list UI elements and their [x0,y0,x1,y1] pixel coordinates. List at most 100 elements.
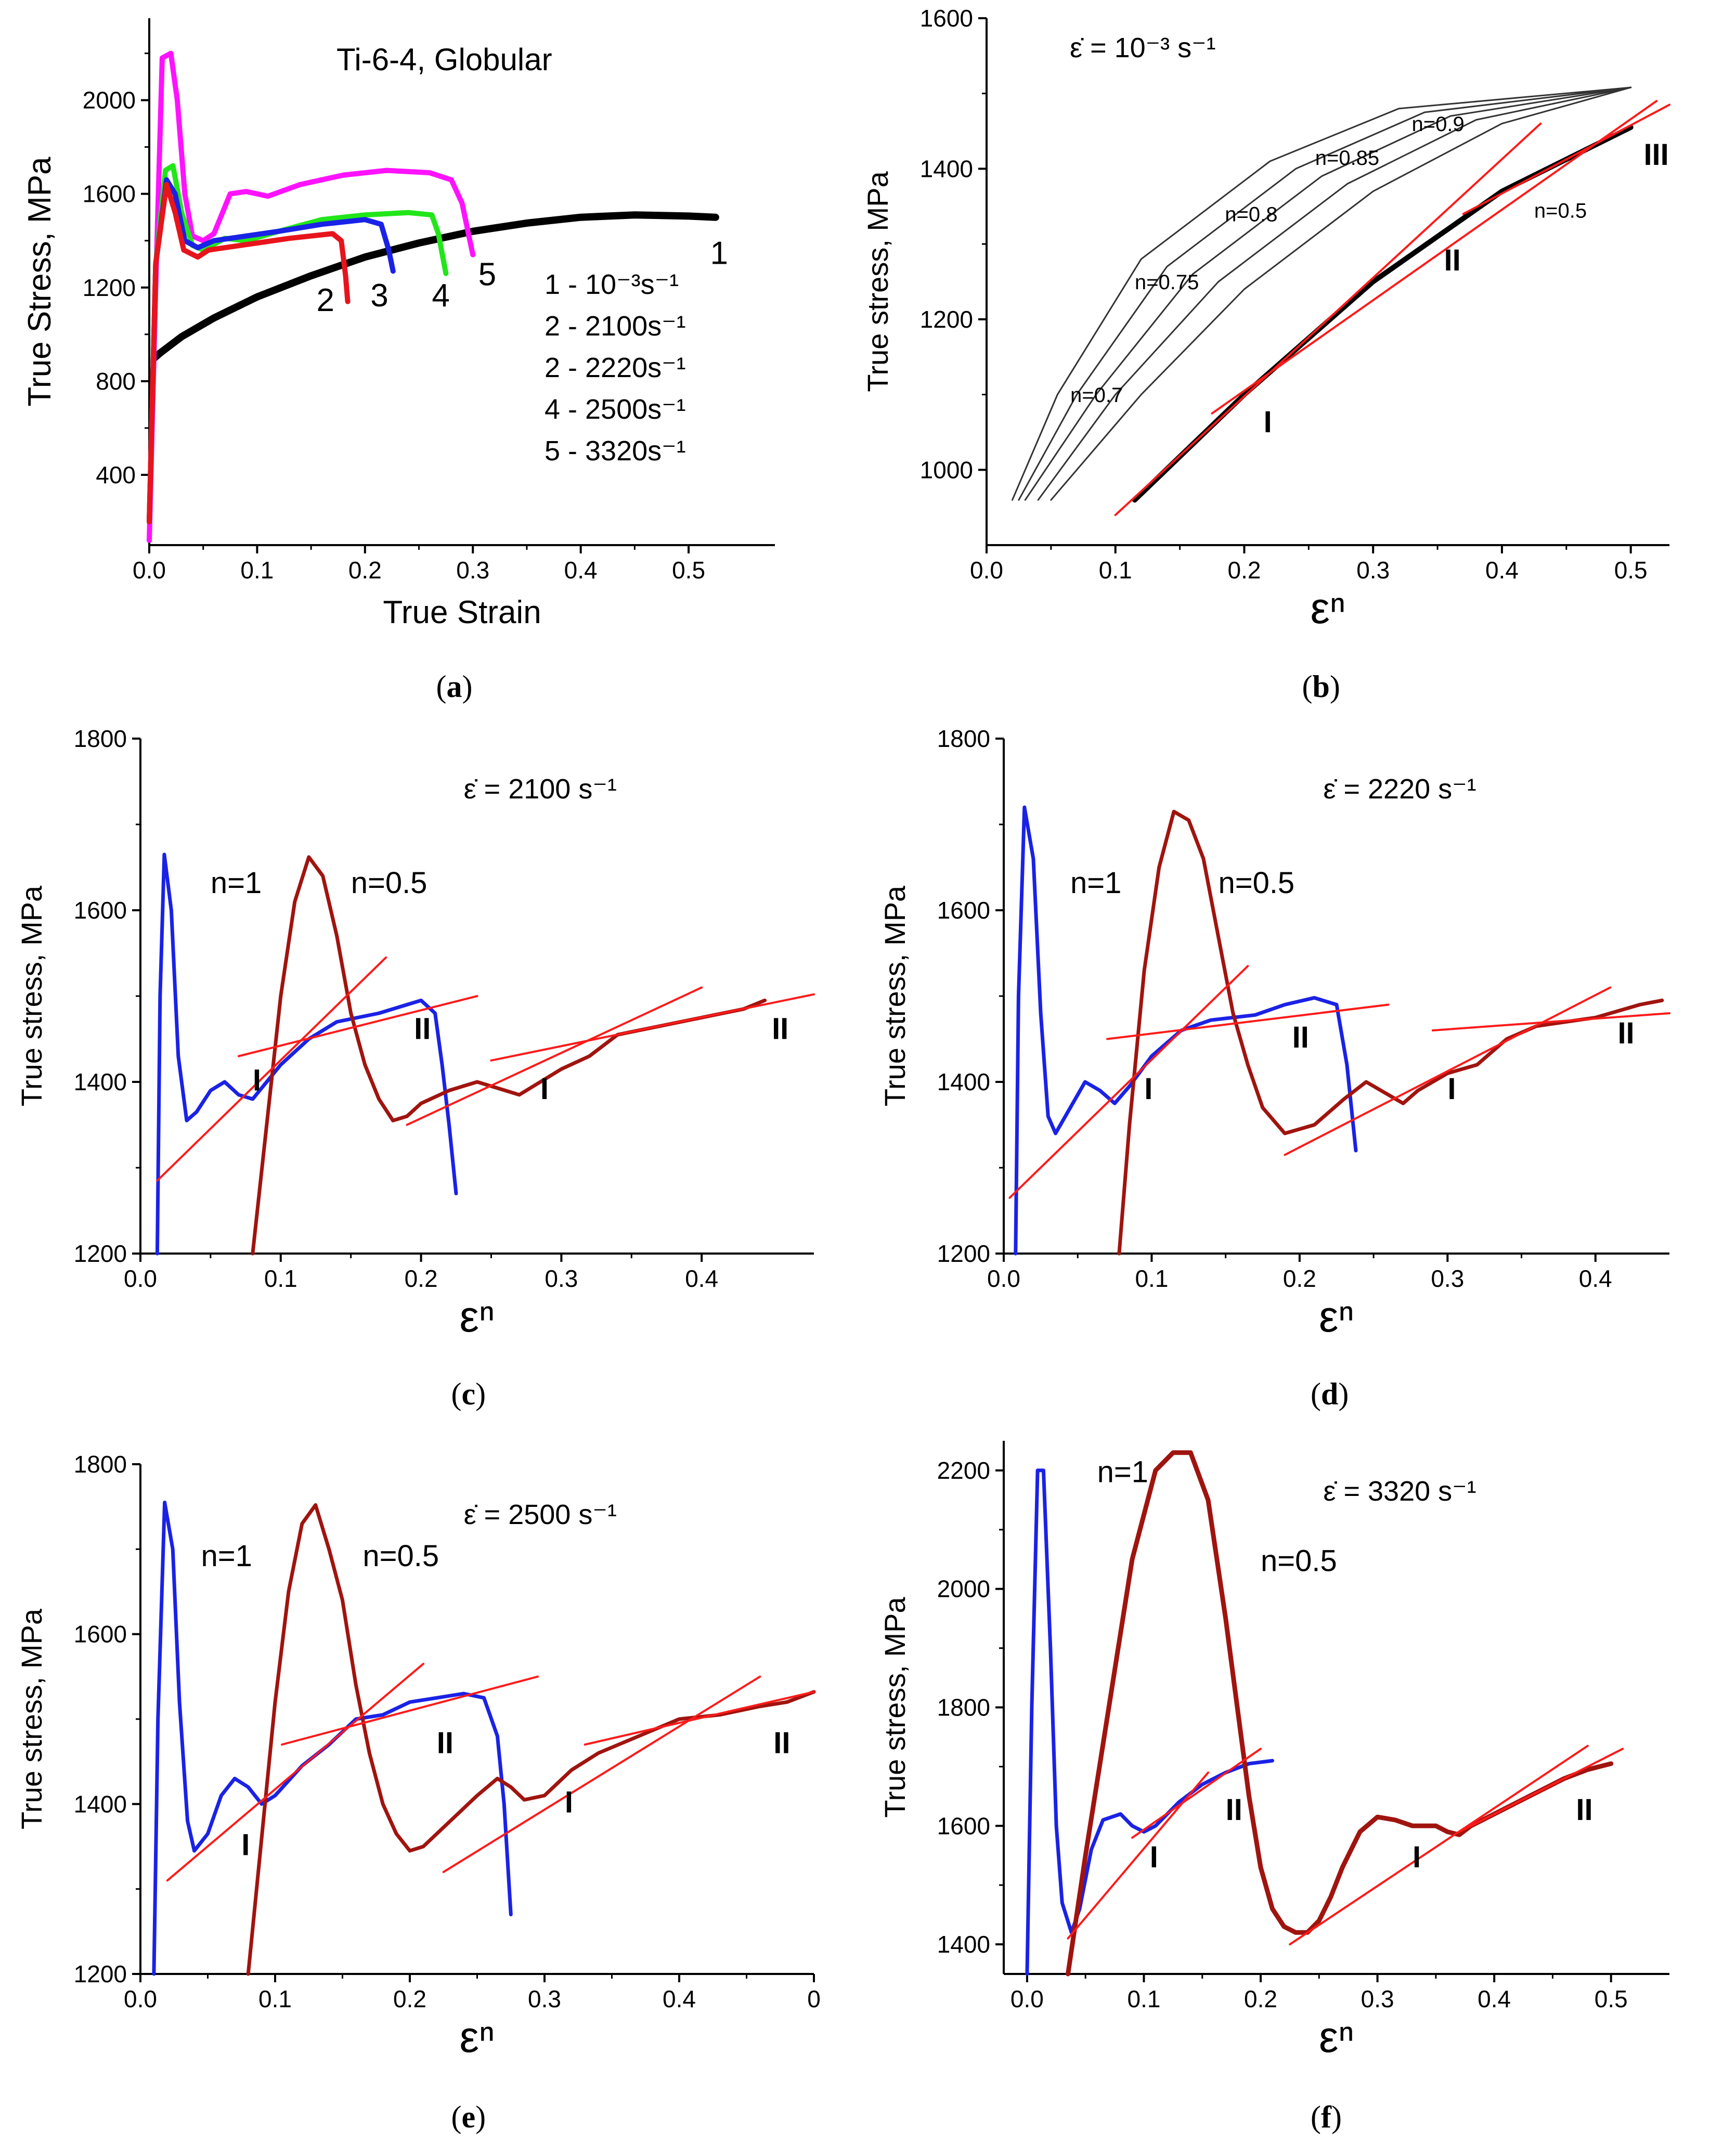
y-axis-title: True stress, MPa [878,1597,911,1818]
stage-marker: II [1292,1021,1309,1054]
series-label: 2 [316,282,334,318]
panel-letter: e [461,2100,475,2134]
stage-marker: I [241,1828,250,1862]
series-line-fit-dark-I [406,986,703,1126]
series-line-n=0.75 [1037,86,1632,501]
stage-marker: I [1150,1840,1158,1874]
legend-entry: 1 - 10⁻³s⁻¹ [545,269,679,300]
panel-letter: c [461,1377,475,1411]
y-tick-label: 1400 [74,1068,127,1095]
y-tick-label: 1200 [937,1240,990,1267]
y-tick-label: 1600 [83,180,136,208]
annotation-label: n=0.5 [351,866,427,900]
panel-label: (f) [1311,2100,1342,2134]
annotation-label: n=0.5 [1534,199,1587,222]
x-tick-label: 0.1 [264,1265,297,1292]
x-tick-label: 0.3 [1356,557,1390,584]
panel-label: (e) [451,2100,486,2134]
annotation-label: n=0.5 [1261,1544,1337,1578]
annotation-label: n=1 [201,1539,252,1573]
series-line-fit-blue-II [281,1675,539,1746]
series-line-fit-blue-II [1106,1003,1390,1040]
panel-label: (a) [436,669,473,704]
y-tick-label: 1800 [74,1451,127,1478]
x-tick-label: 0.0 [124,1265,157,1292]
panel-label: (d) [1311,1377,1349,1411]
chart-panel-f: 0.0 0.1 0.2 0.3 0.4 0.5 1400 1600 1800 2000 2200 εⁿ… [878,1441,1669,2134]
x-axis-title: εⁿ [1319,2012,1354,2061]
stage-marker: II [772,1012,788,1046]
y-tick-label: 1400 [937,1068,990,1095]
panel-label: (b) [1302,669,1340,704]
series-line-n=0.5 [1117,809,1664,1256]
x-tick-label: 0 [807,1985,821,2012]
series-label: 1 [710,236,728,272]
series-line-fit-blue-I [156,956,387,1182]
x-axis-title: εⁿ [459,1292,495,1341]
chart-panel-c: 0.0 0.1 0.2 0.3 0.4 1200 1400 1600 1800 εⁿ True st… [15,725,815,1411]
series-line-fit-dark-I [442,1675,761,1873]
stage-marker: II [437,1726,454,1760]
x-tick-label: 0.0 [124,1985,157,2012]
annotation-label: n=0.5 [1218,866,1294,900]
x-tick-label: 0.3 [545,1265,578,1292]
stage-marker: I [1264,405,1272,439]
x-tick-label: 0.2 [405,1265,438,1292]
x-tick-label: 0.4 [1579,1265,1612,1292]
y-tick-label: 1600 [937,1812,990,1839]
x-tick-label: 0.2 [348,557,382,584]
stage-marker: II [1444,243,1460,277]
chart-panel-a: 0.0 0.1 0.2 0.3 0.4 0.5 400 800 1200 1600 2000 True… [22,18,775,704]
panel-label: (c) [451,1377,486,1411]
series-line-n=1 [152,1501,513,1976]
series-label: 5 [478,256,496,292]
annotation-label: n=0.7 [1070,384,1123,407]
y-tick-label: 2000 [937,1576,990,1603]
x-tick-label: 0.4 [1485,557,1519,584]
y-tick-label: 1600 [937,897,990,924]
y-tick-label: 400 [96,461,136,488]
series-line-fit-I [1114,122,1542,517]
y-tick-label: 1800 [74,725,127,752]
series-line-fit-blue-I [166,1662,424,1882]
annotation-label: n=0.5 [362,1539,439,1573]
chart-title: ε̇ = 3320 s⁻¹ [1323,1476,1476,1507]
y-axis-title: True stress, MPa [861,171,894,392]
chart-title: ε̇ = 2100 s⁻¹ [464,773,617,805]
stage-marker: I [540,1072,549,1106]
series-line-n=0.5 [251,855,767,1256]
x-tick-label: 0.4 [564,557,598,584]
y-tick-label: 2000 [83,87,136,114]
x-tick-label: 0.5 [672,557,705,584]
stage-marker: I [565,1786,573,1819]
series-line-3 [147,177,396,524]
stage-marker: II [1226,1793,1242,1827]
panel-letter: d [1321,1377,1338,1411]
series-line-fit-blue-II [237,995,478,1057]
x-tick-label: 0.1 [1135,1265,1168,1292]
x-tick-label: 0.4 [663,1985,696,2012]
stage-marker: II [773,1726,790,1760]
y-tick-label: 1400 [937,1931,990,1958]
stage-marker: II [1576,1793,1592,1827]
x-tick-label: 0.0 [987,1265,1020,1292]
x-tick-label: 0.4 [685,1265,718,1292]
stage-marker: I [1447,1072,1456,1106]
series-line-fit-dark-I [1289,1745,1589,1946]
x-tick-label: 0.5 [1595,1985,1628,2012]
series-line-fit-II [1211,100,1658,415]
series-line-n=1 [1025,1468,1274,1976]
chart-panel-b: 0.0 0.1 0.2 0.3 0.4 0.5 1000 1200 1400 1600 εⁿ True… [861,5,1670,704]
y-tick-label: 2200 [937,1457,990,1484]
series-line-n=0.5 [1066,1450,1614,1977]
series-line-2 [147,182,351,524]
chart-title: ε̇ = 2500 s⁻¹ [464,1499,617,1530]
x-tick-label: 0.3 [1431,1265,1464,1292]
series-line-fit-III [1462,104,1670,215]
x-tick-label: 0.0 [970,557,1003,584]
x-tick-label: 0.2 [1227,557,1261,584]
y-tick-label: 1600 [74,897,127,924]
stage-marker: II [414,1012,431,1046]
series-line-fit-dark-II [1431,1012,1670,1031]
x-tick-label: 0.3 [456,557,489,584]
